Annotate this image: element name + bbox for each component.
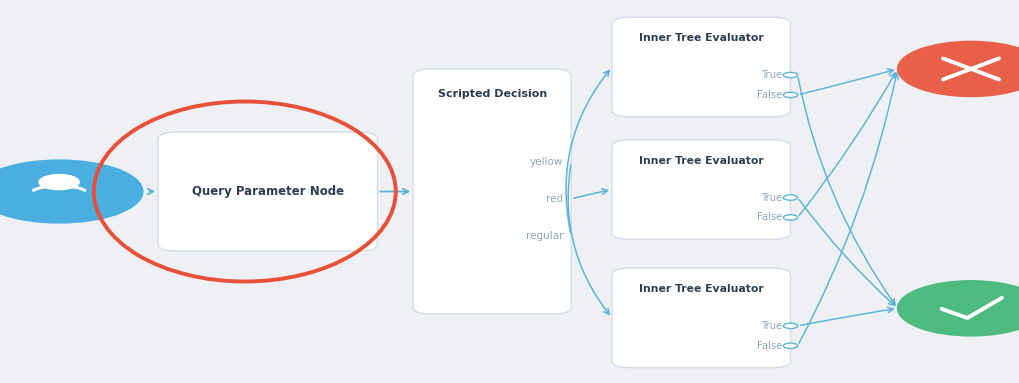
Text: regular: regular bbox=[525, 231, 562, 241]
Circle shape bbox=[783, 195, 797, 200]
Text: True: True bbox=[760, 70, 782, 80]
Text: False: False bbox=[756, 90, 782, 100]
Circle shape bbox=[783, 215, 797, 220]
Text: True: True bbox=[760, 321, 782, 331]
FancyBboxPatch shape bbox=[611, 268, 790, 368]
Circle shape bbox=[897, 281, 1019, 336]
Text: yellow: yellow bbox=[529, 157, 562, 167]
Circle shape bbox=[783, 343, 797, 349]
Text: red: red bbox=[545, 194, 562, 204]
Circle shape bbox=[783, 72, 797, 78]
Text: Inner Tree Evaluator: Inner Tree Evaluator bbox=[638, 156, 763, 166]
Text: True: True bbox=[760, 193, 782, 203]
Text: False: False bbox=[756, 341, 782, 351]
Circle shape bbox=[0, 160, 143, 223]
Circle shape bbox=[897, 41, 1019, 97]
FancyBboxPatch shape bbox=[611, 17, 790, 117]
FancyBboxPatch shape bbox=[413, 69, 571, 314]
Text: Query Parameter Node: Query Parameter Node bbox=[192, 185, 343, 198]
FancyBboxPatch shape bbox=[158, 132, 377, 251]
Circle shape bbox=[783, 323, 797, 329]
Circle shape bbox=[783, 92, 797, 98]
Text: Scripted Decision: Scripted Decision bbox=[437, 89, 546, 99]
Text: Inner Tree Evaluator: Inner Tree Evaluator bbox=[638, 33, 763, 43]
Text: False: False bbox=[756, 213, 782, 223]
Circle shape bbox=[39, 175, 79, 190]
FancyBboxPatch shape bbox=[611, 140, 790, 239]
Text: Inner Tree Evaluator: Inner Tree Evaluator bbox=[638, 284, 763, 294]
